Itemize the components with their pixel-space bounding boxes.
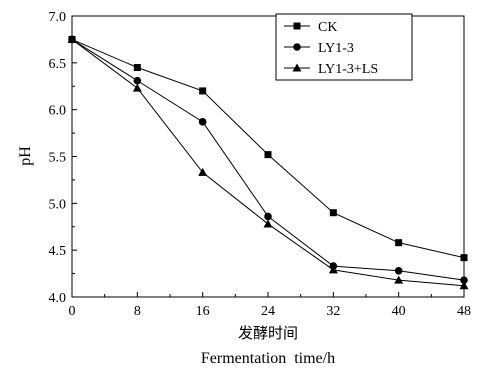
data-point-ck bbox=[264, 151, 272, 159]
x-tick-label: 8 bbox=[134, 304, 141, 319]
y-axis-title: pH bbox=[17, 146, 34, 166]
legend-item-ck: CK bbox=[284, 20, 337, 35]
data-point-ck bbox=[395, 239, 403, 247]
data-point-ck bbox=[460, 254, 468, 262]
y-tick-label: 6.0 bbox=[49, 104, 67, 119]
x-axis-title: Fermentation time/h bbox=[201, 350, 335, 367]
legend-marker bbox=[293, 22, 301, 30]
x-tick-label: 48 bbox=[457, 304, 471, 319]
x-axis: 0 8 16 24 32 40 48 bbox=[69, 292, 471, 319]
x-tick-label: 40 bbox=[392, 304, 406, 319]
y-axis: 4.0 4.5 5.0 5.5 6.0 6.5 7.0 bbox=[49, 10, 77, 306]
legend-label: LY1-3+LS bbox=[318, 62, 378, 77]
y-tick-label: 6.5 bbox=[49, 57, 67, 72]
data-point-ly1-3 bbox=[198, 118, 207, 126]
data-point-ly1-3 bbox=[133, 76, 142, 85]
x-axis-title-cn: 发酵时间 bbox=[238, 324, 298, 342]
legend-item-ly1-3-ls: LY1-3+LS bbox=[284, 62, 378, 77]
data-point-ly1-3-ls bbox=[459, 281, 469, 290]
data-point-ly1-3 bbox=[394, 266, 403, 275]
legend-item-ly1-3: LY1-3 bbox=[284, 41, 354, 56]
data-point-ly1-3-ls bbox=[263, 219, 273, 228]
data-point-ly1-3-ls bbox=[132, 83, 142, 92]
legend-label: CK bbox=[318, 20, 337, 35]
y-tick-label: 4.0 bbox=[49, 291, 67, 306]
legend-marker bbox=[293, 43, 301, 51]
series-ly1-3 bbox=[68, 35, 468, 284]
legend-items: CK LY1-3 LY1-3+LS bbox=[284, 20, 378, 77]
x-tick-label: 24 bbox=[261, 304, 275, 319]
y-tick-label: 5.0 bbox=[49, 197, 67, 212]
data-point-ck bbox=[329, 209, 337, 217]
series-layer bbox=[67, 34, 469, 290]
data-point-ly1-3-ls bbox=[67, 34, 77, 43]
legend: CK LY1-3 LY1-3+LS bbox=[275, 13, 413, 81]
x-tick-label: 0 bbox=[69, 304, 76, 319]
data-point-ck bbox=[199, 87, 207, 95]
x-tick-label: 16 bbox=[196, 304, 210, 319]
data-point-ly1-3 bbox=[460, 276, 468, 284]
y-tick-label: 5.5 bbox=[49, 151, 67, 166]
data-point-ck bbox=[133, 64, 141, 72]
data-point-ly1-3-ls bbox=[328, 265, 338, 274]
x-tick-label: 32 bbox=[326, 304, 340, 319]
legend-label: LY1-3 bbox=[318, 41, 354, 56]
data-point-ly1-3 bbox=[264, 212, 272, 221]
y-tick-label: 4.5 bbox=[49, 244, 67, 259]
data-point-ly1-3-ls bbox=[198, 167, 208, 176]
series-ly1-3-ls bbox=[67, 34, 469, 290]
data-point-ly1-3-ls bbox=[394, 275, 404, 284]
legend-marker bbox=[292, 63, 302, 72]
y-tick-label: 7.0 bbox=[49, 10, 67, 25]
